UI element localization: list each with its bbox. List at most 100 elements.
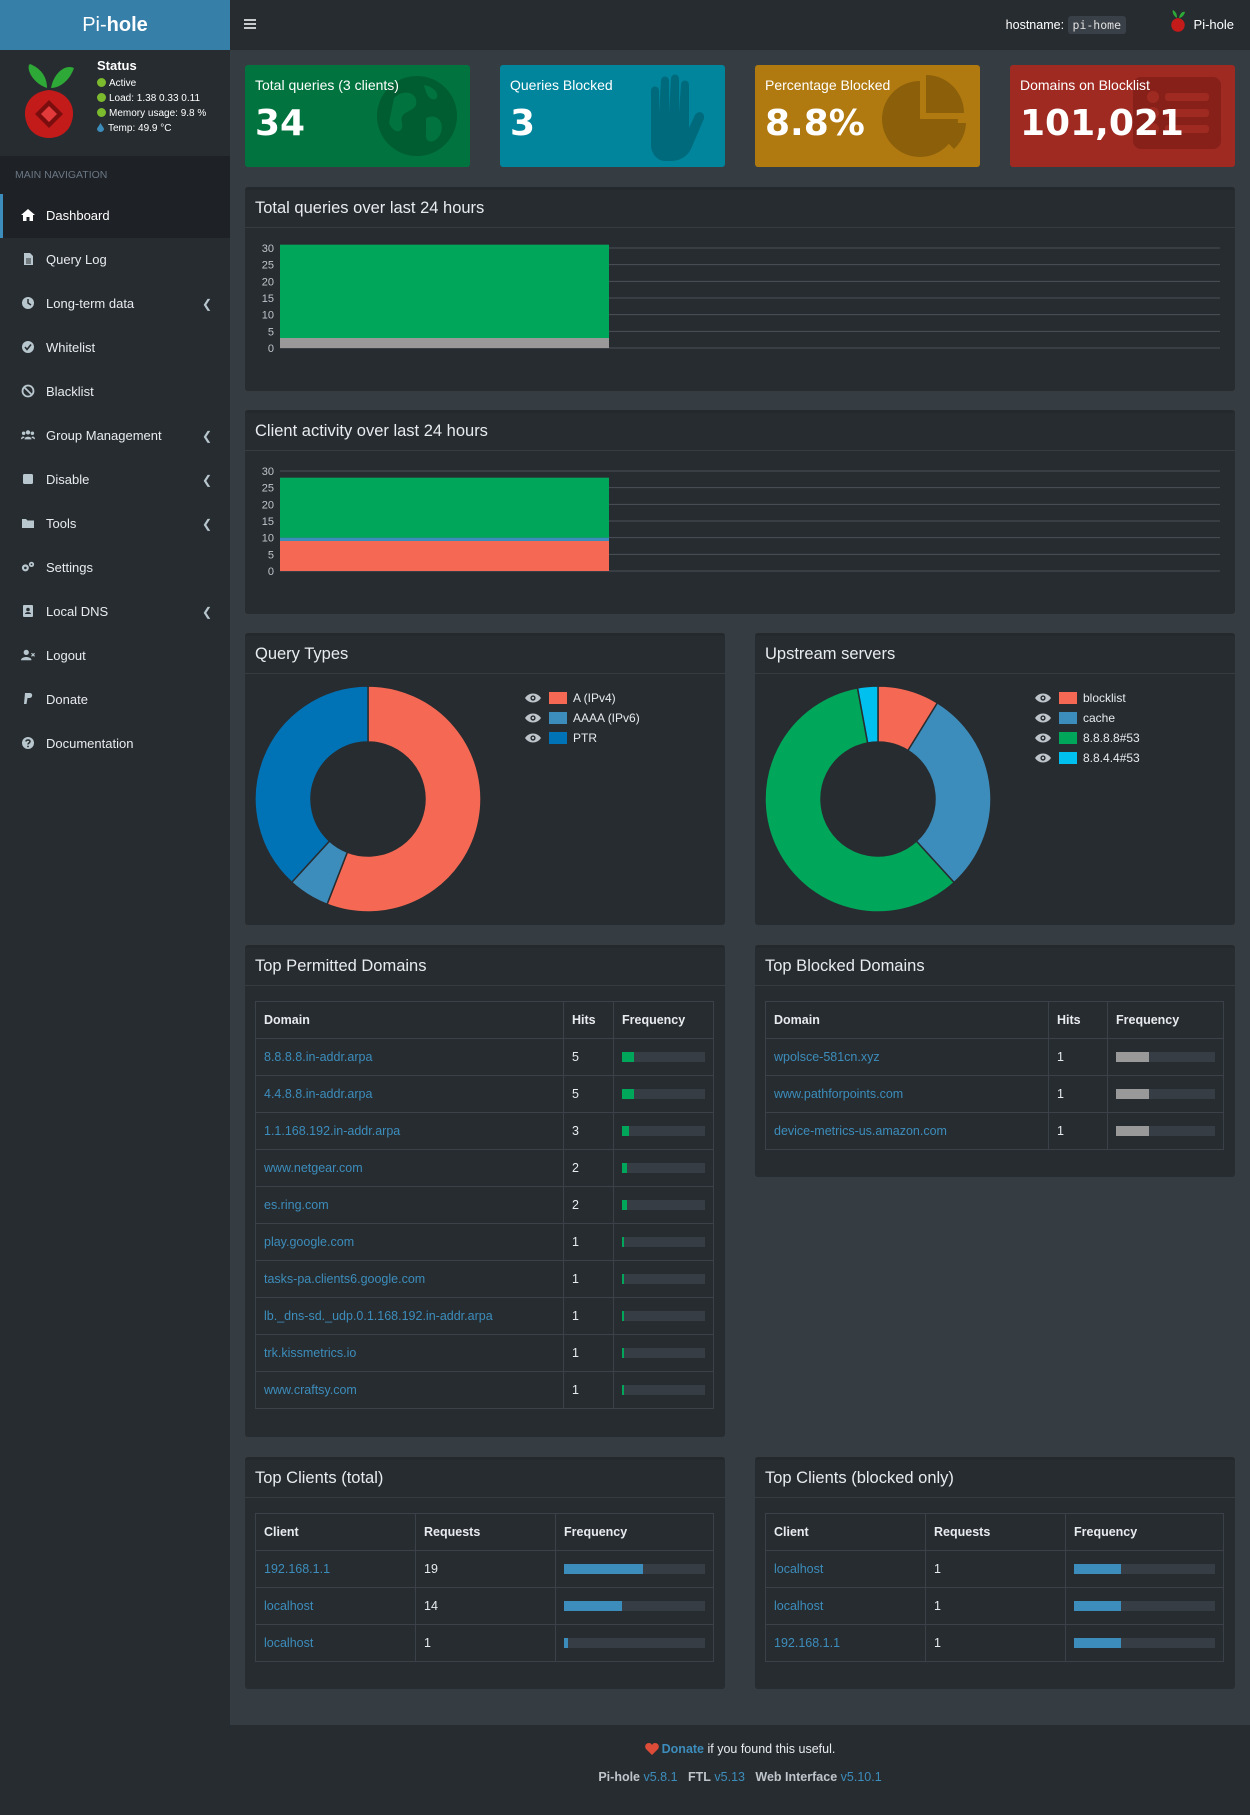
domain-link[interactable]: device-metrics-us.amazon.com	[774, 1124, 947, 1138]
ban-icon	[21, 384, 35, 398]
upstream-slice-2[interactable]	[764, 686, 956, 913]
pihole-avatar-icon	[1170, 10, 1185, 32]
col-frequency[interactable]: Frequency	[555, 1513, 714, 1551]
table-row: es.ring.com 2	[255, 1186, 714, 1224]
domain-link[interactable]: tasks-pa.clients6.google.com	[264, 1272, 426, 1286]
domain-link[interactable]: es.ring.com	[264, 1198, 329, 1212]
sidebar-item-tools[interactable]: Tools ❮	[0, 502, 230, 546]
logo[interactable]: Pi-hole	[0, 0, 230, 50]
col-frequency[interactable]: Frequency	[1065, 1513, 1224, 1551]
clients-chart-bar-0[interactable]	[280, 541, 609, 571]
clock-icon	[22, 297, 34, 309]
domain-link[interactable]: www.craftsy.com	[264, 1383, 357, 1397]
domain-link[interactable]: wpolsce-581cn.xyz	[774, 1050, 880, 1064]
domain-link[interactable]: play.google.com	[264, 1235, 355, 1249]
domain-link[interactable]: trk.kissmetrics.io	[264, 1346, 357, 1360]
stat-queries-blocked[interactable]: Queries Blocked 3	[500, 65, 725, 167]
client-link[interactable]: 192.168.1.1	[264, 1562, 331, 1576]
stat-percentage-blocked[interactable]: Percentage Blocked 8.8%	[755, 65, 980, 167]
table-row: localhost 1	[255, 1624, 714, 1662]
col-client[interactable]: Client	[255, 1513, 416, 1551]
upstream-legend-item[interactable]: 8.8.8.8#53	[1035, 728, 1140, 748]
sidebar-item-blacklist[interactable]: Blacklist	[0, 370, 230, 414]
stat-domains-on-blocklist[interactable]: Domains on Blocklist 101,021	[1010, 65, 1235, 167]
frequency-bar	[622, 1348, 705, 1358]
chevron-left-icon: ❮	[201, 605, 212, 619]
col-requests[interactable]: Requests	[415, 1513, 556, 1551]
queries-chart-bar-1[interactable]	[280, 244, 609, 338]
query-types-legend-item[interactable]: AAAA (IPv6)	[525, 708, 640, 728]
upstream-legend-item[interactable]: 8.8.4.4#53	[1035, 748, 1140, 768]
col-requests[interactable]: Requests	[925, 1513, 1066, 1551]
stat-total-queries[interactable]: Total queries (3 clients) 34	[245, 65, 470, 167]
col-domain[interactable]: Domain	[765, 1001, 1049, 1039]
web-interface-version-link[interactable]: v5.10.1	[840, 1770, 882, 1784]
eye-icon[interactable]	[525, 733, 541, 743]
client-link[interactable]: 192.168.1.1	[774, 1636, 841, 1650]
sidebar-item-long-term-data[interactable]: Long-term data ❮	[0, 282, 230, 326]
client-link[interactable]: localhost	[774, 1599, 824, 1613]
query-types-legend-item[interactable]: PTR	[525, 728, 640, 748]
eye-icon[interactable]	[1035, 713, 1051, 723]
client-link[interactable]: localhost	[264, 1636, 314, 1650]
table-row: wpolsce-581cn.xyz 1	[765, 1038, 1224, 1076]
table-row: www.netgear.com 2	[255, 1149, 714, 1187]
col-frequency[interactable]: Frequency	[613, 1001, 714, 1039]
col-hits[interactable]: Hits	[1048, 1001, 1108, 1039]
upstream-legend-item[interactable]: blocklist	[1035, 688, 1140, 708]
eye-icon[interactable]	[1035, 753, 1051, 763]
domain-link[interactable]: 1.1.168.192.in-addr.arpa	[264, 1124, 401, 1138]
queries-chart-bar-0[interactable]	[280, 338, 609, 348]
clients-chart-bar-1[interactable]	[280, 537, 609, 541]
client-link[interactable]: localhost	[264, 1599, 314, 1613]
frequency-bar	[622, 1385, 705, 1395]
donate-link[interactable]: Donate	[661, 1742, 705, 1756]
client-link[interactable]: localhost	[774, 1562, 824, 1576]
upstream-slice-3[interactable]	[856, 685, 879, 744]
domain-link[interactable]: www.pathforpoints.com	[774, 1087, 904, 1101]
eye-icon[interactable]	[1035, 693, 1051, 703]
upstream-servers-donut	[764, 685, 992, 913]
sidebar-item-donate[interactable]: Donate	[0, 678, 230, 722]
clients-chart-bar-2[interactable]	[280, 477, 609, 538]
sidebar-item-settings[interactable]: Settings	[0, 546, 230, 590]
sidebar-item-query-log[interactable]: Query Log	[0, 238, 230, 282]
chevron-left-icon: ❮	[201, 297, 212, 311]
domain-link[interactable]: lb._dns-sd._udp.0.1.168.192.in-addr.arpa	[264, 1309, 493, 1323]
sidebar-item-disable[interactable]: Disable ❮	[0, 458, 230, 502]
pihole-version-link[interactable]: v5.8.1	[643, 1770, 678, 1784]
sidebar-item-group-management[interactable]: Group Management ❮	[0, 414, 230, 458]
col-frequency[interactable]: Frequency	[1107, 1001, 1224, 1039]
ftl-version-link[interactable]: v5.13	[714, 1770, 745, 1784]
frequency-bar	[622, 1126, 705, 1136]
eye-icon[interactable]	[525, 713, 541, 723]
eye-icon[interactable]	[525, 693, 541, 703]
query-types-slice-0[interactable]	[326, 685, 482, 913]
frequency-bar-fill	[622, 1237, 625, 1247]
domain-link[interactable]: 8.8.8.8.in-addr.arpa	[264, 1050, 373, 1064]
sidebar-item-whitelist[interactable]: Whitelist	[0, 326, 230, 370]
clients-chart-ytick-label: 10	[262, 533, 274, 545]
eye-icon[interactable]	[1035, 733, 1051, 743]
sidebar-item-dashboard[interactable]: Dashboard	[0, 194, 230, 238]
domain-link[interactable]: www.netgear.com	[264, 1161, 363, 1175]
table-row: localhost 14	[255, 1587, 714, 1625]
upstream-slice-1[interactable]	[906, 701, 992, 884]
sidebar-item-logout[interactable]: Logout	[0, 634, 230, 678]
table-row: 192.168.1.1 19	[255, 1550, 714, 1588]
hamburger-menu-icon[interactable]	[244, 18, 256, 30]
domain-link[interactable]: 4.4.8.8.in-addr.arpa	[264, 1087, 373, 1101]
load-dot-icon	[97, 93, 106, 102]
col-hits[interactable]: Hits	[563, 1001, 614, 1039]
sidebar-item-local-dns[interactable]: Local DNS ❮	[0, 590, 230, 634]
col-domain[interactable]: Domain	[255, 1001, 564, 1039]
upstream-legend-item[interactable]: cache	[1035, 708, 1140, 728]
upstream-servers-title: Upstream servers	[755, 636, 1235, 674]
sidebar-item-documentation[interactable]: Documentation	[0, 722, 230, 766]
table-row: trk.kissmetrics.io 1	[255, 1334, 714, 1372]
query-types-slice-2[interactable]	[254, 685, 369, 884]
col-client[interactable]: Client	[765, 1513, 926, 1551]
hits-cell: 2	[563, 1149, 614, 1187]
user-menu[interactable]: Pi-hole	[1170, 0, 1234, 50]
query-types-legend-item[interactable]: A (IPv4)	[525, 688, 640, 708]
